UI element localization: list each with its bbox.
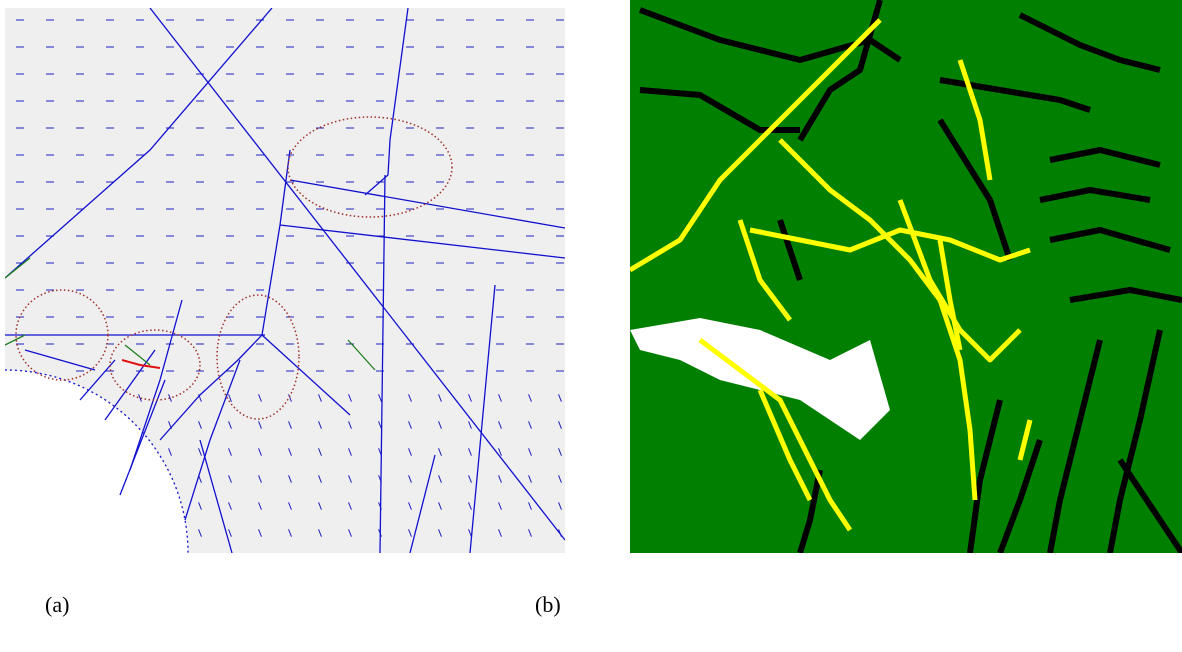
panel-label: (a) [45, 592, 69, 617]
panel-label: (b) [535, 592, 561, 617]
panel-b [630, 0, 1182, 553]
figure: (a) (b) [0, 0, 1182, 652]
panel-a [5, 8, 565, 553]
domain [5, 8, 565, 553]
